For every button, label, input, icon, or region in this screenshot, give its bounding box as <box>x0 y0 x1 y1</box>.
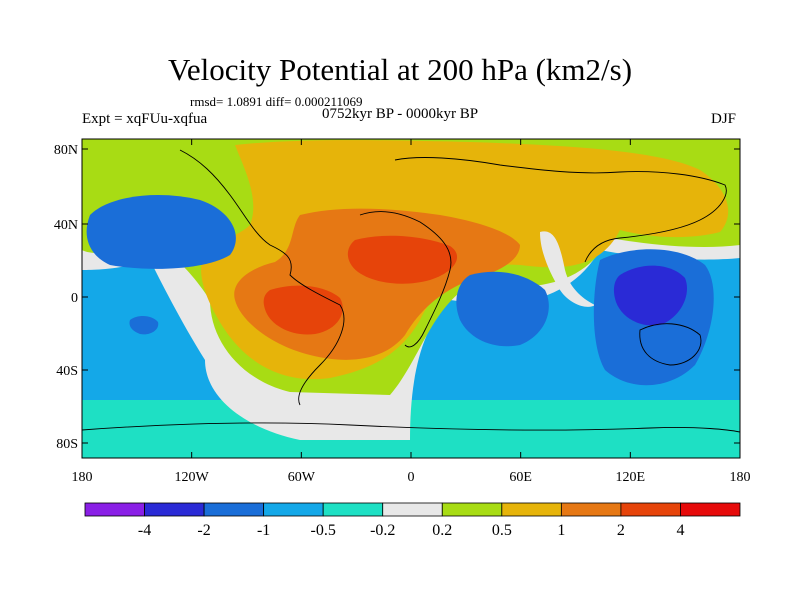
lat-tick-label: 80N <box>54 143 78 158</box>
colorbar-swatch <box>84 502 145 517</box>
colorbar-label: 2 <box>617 522 625 539</box>
field-blue-small-patch <box>129 316 159 335</box>
experiment-label: Expt = xqFUu-xqfua <box>82 111 208 127</box>
coast-eurasia <box>394 157 727 263</box>
colorbar-swatch <box>382 502 443 517</box>
colorbar-swatch <box>501 502 562 517</box>
colorbar-swatch <box>441 502 503 517</box>
map-title: Velocity Potential at 200 hPa (km2/s) <box>167 52 633 87</box>
coast-americas <box>179 149 345 406</box>
lon-tick-label: 60W <box>288 470 316 485</box>
colorbar-label: -0.2 <box>370 522 395 539</box>
field-red-core-africa <box>347 235 458 284</box>
colorbar-swatch <box>620 502 681 517</box>
colorbar-label: -4 <box>138 522 151 539</box>
colorbar-swatch <box>322 502 384 517</box>
lon-tick-label: 120E <box>616 470 646 485</box>
lat-tick-label: 40S <box>56 364 78 379</box>
colorbar-swatch <box>560 502 622 517</box>
colorbar-label: 0.5 <box>492 522 512 539</box>
season-label: DJF <box>711 111 737 127</box>
colorbar-label: -0.5 <box>311 522 336 539</box>
colorbar-label: 0.2 <box>432 522 452 539</box>
lon-tick-label: 0 <box>408 470 415 485</box>
colorbar-label: 1 <box>557 522 565 539</box>
lon-tick-label: 60E <box>509 470 532 485</box>
contour-field <box>82 139 740 458</box>
latitude-ticks: 80N 40N 0 40S 80S <box>54 143 740 452</box>
lat-tick-label: 0 <box>71 291 78 306</box>
colorbar-label: -2 <box>197 522 210 539</box>
colorbar-swatch <box>680 502 741 517</box>
coast-antarctica <box>82 422 740 433</box>
field-darkblue-core <box>613 265 688 326</box>
field-neutral-tongue <box>540 231 595 307</box>
coast-africa <box>359 211 452 348</box>
colorbar-label: 4 <box>676 522 684 539</box>
longitude-ticks: 180 120W 60W 0 60E 120E 180 <box>72 139 751 485</box>
colorbar-swatch <box>263 502 324 517</box>
lon-tick-label: 180 <box>72 470 93 485</box>
lon-tick-label: 120W <box>175 470 210 485</box>
colorbar-swatch <box>203 502 265 517</box>
lon-tick-label: 180 <box>730 470 751 485</box>
stats-label: rmsd= 1.0891 diff= 0.000211069 <box>190 94 363 109</box>
colorbar: -4 -2 -1 -0.5 -0.2 0.2 0.5 1 2 4 <box>84 502 741 539</box>
colorbar-label: -1 <box>257 522 270 539</box>
lat-tick-label: 40N <box>54 218 78 233</box>
period-label: 0752kyr BP - 0000kyr BP <box>322 106 479 122</box>
colorbar-swatch <box>144 502 205 517</box>
field-blue-north-pacific <box>86 195 236 269</box>
coastlines <box>82 149 740 433</box>
lat-tick-label: 80S <box>56 437 78 452</box>
field-red-core-america <box>263 285 343 335</box>
field-blue-indian-ocean <box>456 271 549 347</box>
coast-australia <box>639 323 702 366</box>
